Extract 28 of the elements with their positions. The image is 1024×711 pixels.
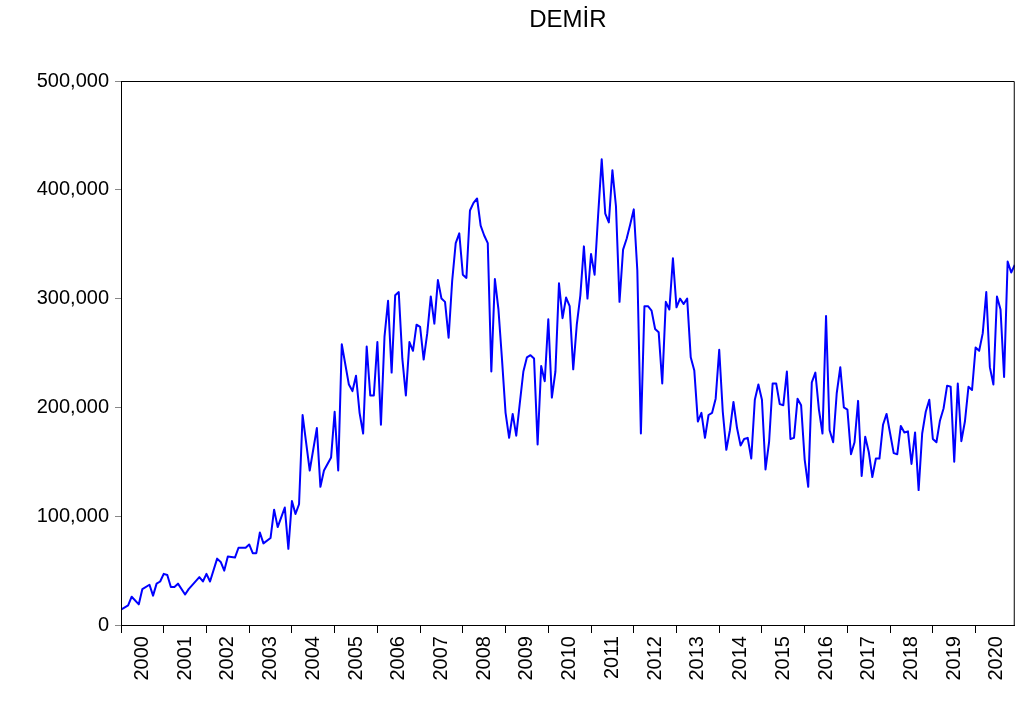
x-tick-label: 2008 [471, 636, 494, 681]
y-tick-label: 200,000 [36, 394, 109, 417]
x-tick-label: 2001 [172, 636, 195, 681]
x-tick-label: 2013 [685, 636, 708, 681]
y-tick-label: 0 [97, 612, 109, 635]
x-tick-label: 2004 [300, 636, 323, 681]
y-tick-label: 100,000 [36, 503, 109, 526]
y-tick-label: 500,000 [36, 68, 109, 91]
x-tick-label: 2002 [215, 636, 238, 681]
y-tick-label: 400,000 [36, 177, 109, 200]
x-tick-label: 2019 [941, 636, 964, 681]
x-tick-label: 2015 [770, 636, 793, 681]
x-tick-label: 2003 [258, 636, 281, 681]
x-tick-label: 2012 [642, 636, 665, 681]
y-tick-label: 300,000 [36, 286, 109, 309]
x-tick-label: 2009 [514, 636, 537, 681]
chart-title: DEMİR [529, 4, 607, 32]
x-tick-label: 2017 [856, 636, 879, 681]
x-tick-label: 2016 [813, 636, 836, 681]
x-tick-label: 2005 [343, 636, 366, 681]
x-tick-label: 2007 [428, 636, 451, 681]
x-tick-label: 2011 [599, 636, 622, 680]
x-tick-label: 2006 [386, 636, 409, 681]
x-tick-label: 2018 [899, 636, 922, 681]
x-tick-label: 2000 [129, 636, 152, 681]
x-tick-label: 2014 [728, 636, 751, 681]
x-tick-label: 2010 [557, 636, 580, 681]
x-tick-label: 2020 [984, 636, 1007, 681]
